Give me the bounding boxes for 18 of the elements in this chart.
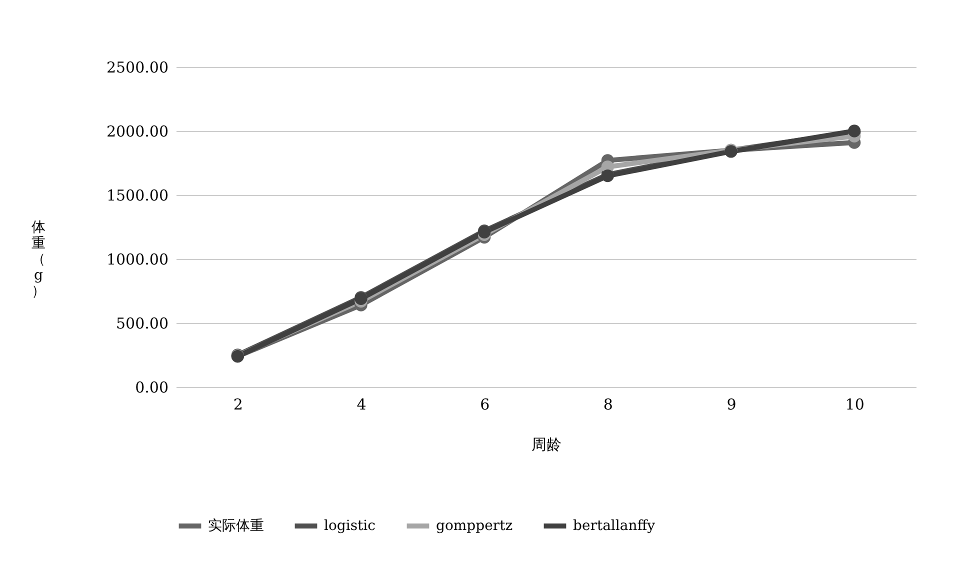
y-tick-label: 2000.00 [106, 122, 168, 140]
y-tick-label: 500.00 [116, 314, 168, 332]
legend-label: gomppertz [436, 518, 513, 534]
x-tick-label: 6 [480, 396, 490, 414]
legend-label: logistic [324, 518, 376, 534]
legend-label: bertallanffy [573, 518, 656, 534]
x-tick-label: 9 [726, 396, 736, 414]
x-tick-label: 4 [356, 396, 366, 414]
x-tick-label: 10 [845, 396, 864, 414]
legend-label: 实际体重 [208, 518, 264, 534]
y-tick-label: 2500.00 [106, 58, 168, 76]
x-tick-label: 8 [603, 396, 613, 414]
x-tick-label: 2 [233, 396, 243, 414]
y-axis-title: 体重（g） [31, 220, 46, 300]
y-tick-label: 1500.00 [106, 186, 168, 204]
y-tick-label: 1000.00 [106, 250, 168, 268]
y-tick-label: 0.00 [135, 378, 168, 396]
x-axis-title: 周龄 [532, 436, 562, 454]
